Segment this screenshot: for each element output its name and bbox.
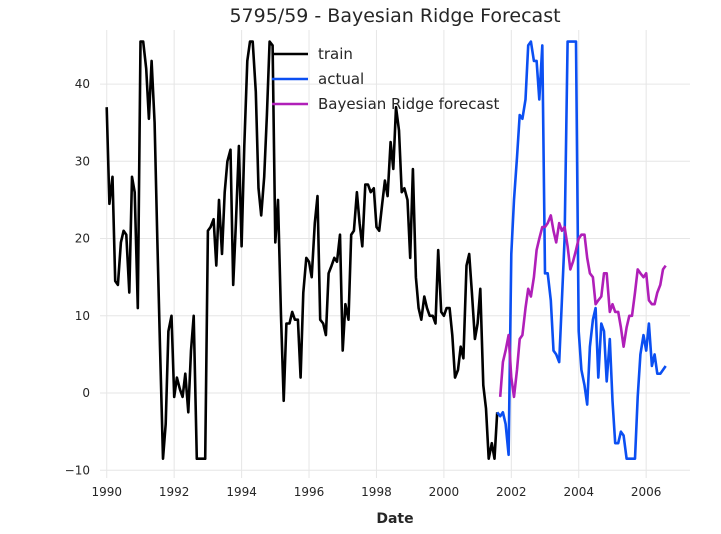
- x-tick-label: 1996: [294, 485, 325, 499]
- y-tick-label: 20: [75, 232, 90, 246]
- x-tick-label: 1994: [226, 485, 257, 499]
- x-tick-label: 1992: [159, 485, 190, 499]
- x-tick-label: 2000: [429, 485, 460, 499]
- series-line-train: [105, 40, 499, 460]
- y-tick-label: 0: [82, 386, 90, 400]
- tick-labels: 1990 1992 1994 1996 1998 2000 2002 2004 2006 −10 0…: [65, 77, 662, 499]
- x-axis-label: Date: [376, 511, 413, 527]
- x-tick-label: 1990: [91, 485, 122, 499]
- legend: train actual Bayesian Ridge forecast: [272, 45, 499, 113]
- x-tick-label: 1998: [361, 485, 392, 499]
- y-tick-label: 40: [75, 77, 90, 91]
- y-tick-label: −10: [65, 463, 90, 477]
- x-tick-label: 2004: [563, 485, 594, 499]
- y-tick-label: 10: [75, 309, 90, 323]
- legend-label-train: train: [318, 45, 353, 63]
- series-line-actual: [496, 40, 667, 460]
- chart-title: 5795/59 - Bayesian Ridge Forecast: [229, 5, 560, 27]
- legend-label-bayesian-ridge-forecast: Bayesian Ridge forecast: [318, 95, 499, 113]
- series-layer: [105, 40, 667, 460]
- grid: [100, 30, 690, 478]
- legend-label-actual: actual: [318, 70, 364, 88]
- y-tick-label: 30: [75, 154, 90, 168]
- series-line-bayesian-ridge-forecast: [498, 214, 667, 399]
- x-tick-label: 2006: [631, 485, 662, 499]
- x-tick-label: 2002: [496, 485, 527, 499]
